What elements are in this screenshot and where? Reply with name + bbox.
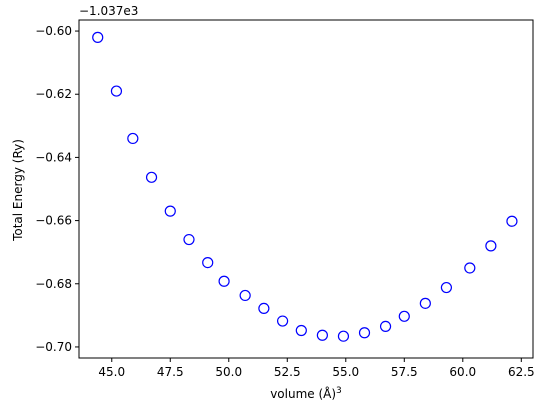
data-point <box>419 297 431 309</box>
data-point <box>485 240 497 252</box>
y-axis-label: Total Energy (Ry) <box>11 139 25 242</box>
data-point <box>398 310 410 322</box>
data-point <box>110 85 123 97</box>
data-point <box>183 233 195 246</box>
x-tick-label: 47.5 <box>157 365 184 379</box>
data-point <box>258 302 270 315</box>
y-tick-label: −0.64 <box>35 150 72 164</box>
data-point <box>218 275 230 287</box>
x-tick-label: 45.0 <box>98 365 125 379</box>
y-axis-ticks: −0.60 −0.62 −0.64 −0.66 −0.68 −0.70 <box>35 24 79 354</box>
data-point <box>127 132 139 145</box>
data-point <box>145 171 158 183</box>
y-tick-label: −0.70 <box>35 340 72 354</box>
x-tick-label: 60.0 <box>449 365 476 379</box>
x-axis-label: volume (Å)3 <box>270 386 342 401</box>
data-point <box>202 257 214 269</box>
data-point <box>239 289 251 302</box>
data-point <box>440 281 453 294</box>
data-point <box>358 327 371 339</box>
x-tick-label: 57.5 <box>391 365 418 379</box>
x-axis-label-exponent: 3 <box>336 386 342 396</box>
data-point <box>92 31 104 43</box>
x-axis-ticks: 45.0 47.5 50.0 52.5 55.0 57.5 60.0 62.5 <box>98 358 535 379</box>
x-tick-label: 62.5 <box>508 365 535 379</box>
data-point <box>337 330 350 342</box>
x-tick-label: 50.0 <box>215 365 242 379</box>
y-tick-label: −0.62 <box>35 87 72 101</box>
data-points <box>92 31 518 342</box>
plot-frame <box>78 19 534 359</box>
y-tick-label: −0.60 <box>35 24 72 38</box>
x-tick-label: 52.5 <box>274 365 301 379</box>
data-point <box>164 205 176 217</box>
y-tick-label: −0.66 <box>35 214 72 228</box>
y-offset-label: −1.037e3 <box>79 4 138 18</box>
data-point <box>464 262 476 274</box>
x-tick-label: 55.0 <box>332 365 359 379</box>
y-tick-label: −0.68 <box>35 277 72 291</box>
data-point <box>379 320 392 333</box>
data-point <box>276 315 289 327</box>
data-point <box>295 324 307 337</box>
data-point <box>316 329 328 341</box>
data-point <box>506 215 518 227</box>
x-axis-label-base: volume (Å) <box>270 386 336 401</box>
